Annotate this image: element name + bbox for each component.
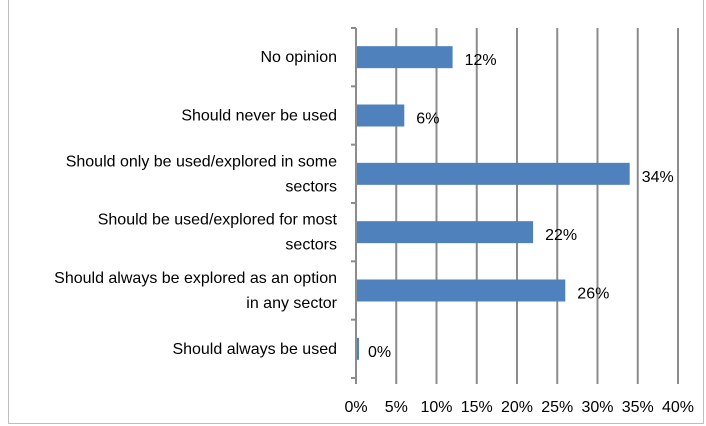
data-label: 34% (642, 169, 674, 186)
x-tick-label: 40% (662, 399, 694, 416)
category-label: Should always be used (172, 341, 337, 358)
bar-4 (356, 279, 566, 302)
data-label: 26% (577, 286, 609, 303)
data-label: 0% (368, 344, 391, 361)
x-tick-label: 15% (461, 399, 493, 416)
x-tick-label: 25% (541, 399, 573, 416)
category-label: Should only be used/explored in some (66, 153, 337, 170)
category-label: Should never be used (181, 108, 337, 125)
x-tick-label: 0% (344, 399, 367, 416)
category-label: in any sector (246, 295, 337, 312)
category-label: Should be used/explored for most (98, 212, 338, 229)
bar-1 (356, 104, 405, 127)
category-label: Should always be explored as an option (54, 270, 337, 287)
x-tick-label: 5% (385, 399, 408, 416)
x-tick-label: 30% (581, 399, 613, 416)
category-label: No opinion (261, 49, 338, 66)
bar-5 (356, 337, 359, 360)
x-tick-label: 10% (420, 399, 452, 416)
bar-3 (356, 221, 534, 244)
data-label: 6% (416, 111, 439, 128)
bar-0 (356, 46, 453, 69)
data-label: 22% (545, 227, 577, 244)
category-label: sectors (285, 178, 337, 195)
x-tick-label: 20% (501, 399, 533, 416)
category-label: sectors (285, 237, 337, 254)
bar-2 (356, 162, 630, 185)
data-label: 12% (465, 52, 497, 69)
x-tick-label: 35% (622, 399, 654, 416)
